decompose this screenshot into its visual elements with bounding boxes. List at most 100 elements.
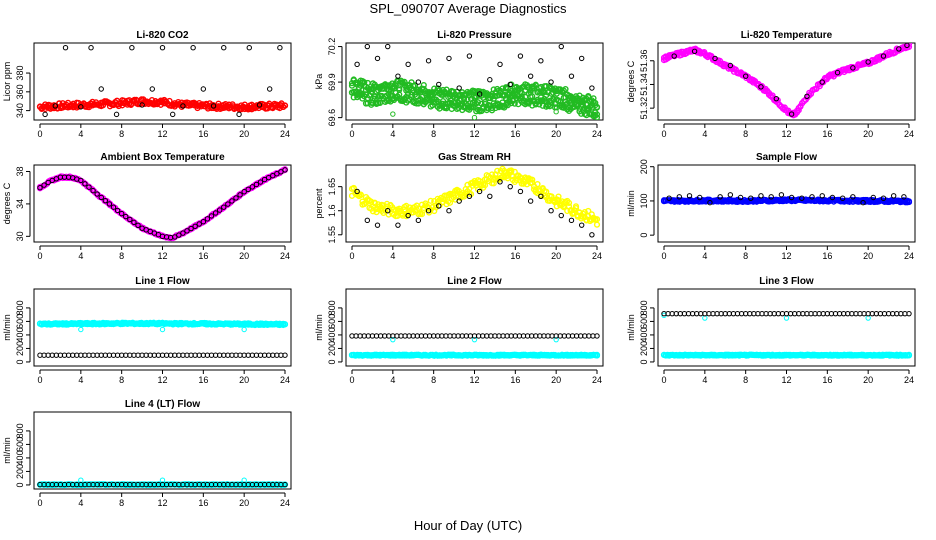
data-point: [538, 58, 544, 64]
data-point: [78, 177, 84, 184]
panel-title: Line 2 Flow: [447, 276, 502, 287]
data-point: [118, 210, 125, 217]
data-point: [427, 197, 434, 204]
x-tick-label: 8: [119, 498, 124, 508]
data-point: [52, 103, 59, 109]
x-tick-label: 16: [198, 129, 208, 139]
x-tick-label: 4: [390, 129, 395, 139]
data-point: [241, 189, 247, 195]
data-point: [593, 351, 601, 359]
data-point: [415, 217, 422, 224]
data-point: [536, 186, 543, 193]
y-axis-label: ml/min: [2, 437, 12, 464]
y-tick-label: 70.2: [327, 38, 337, 56]
series-cyan-sparse: [390, 336, 559, 343]
x-tick-label: 20: [551, 375, 561, 385]
data-point: [236, 111, 242, 118]
data-point: [572, 205, 580, 212]
data-point: [497, 179, 503, 185]
plot-area: [36, 319, 289, 358]
data-point: [399, 212, 406, 219]
y-tick-label: 800: [327, 300, 337, 315]
data-point: [225, 201, 231, 207]
y-tick-label: 800: [15, 300, 25, 315]
x-tick-label: 8: [431, 375, 436, 385]
data-point: [425, 208, 432, 214]
data-point: [210, 103, 217, 109]
data-point: [904, 43, 910, 49]
y-tick-label: 38: [15, 166, 25, 176]
data-point: [773, 95, 779, 102]
data-point: [354, 61, 360, 68]
data-point: [374, 55, 381, 62]
data-point: [490, 180, 497, 187]
x-tick-label: 24: [280, 375, 290, 385]
plot-area: [348, 43, 601, 120]
data-point: [265, 174, 272, 181]
y-axis-label: ml/min: [626, 314, 636, 341]
data-point: [742, 73, 749, 79]
data-point: [466, 53, 473, 59]
data-point: [172, 234, 178, 240]
y-tick-label: 1.65: [327, 178, 337, 196]
data-point: [229, 198, 235, 204]
data-point: [354, 188, 360, 195]
y-axis: 0 100 200: [639, 159, 655, 238]
data-point: [809, 194, 815, 200]
data-point: [543, 188, 550, 195]
y-axis-label: percent: [314, 188, 324, 219]
x-tick-label: 12: [157, 251, 167, 261]
series-green-dense: [348, 88, 601, 120]
data-point: [45, 179, 51, 186]
series-black-line-points: [37, 481, 288, 488]
data-point: [436, 203, 442, 209]
plot-area: [36, 166, 289, 242]
data-point: [517, 53, 524, 59]
plot-frame: [33, 411, 292, 490]
data-point: [127, 216, 133, 223]
data-point: [237, 192, 243, 198]
y-tick-label: 0: [639, 359, 649, 364]
y-axis: 1.55 1.6 1.65: [327, 178, 343, 244]
x-tick-label: 24: [592, 251, 602, 261]
x-tick-label: 16: [510, 129, 520, 139]
data-point: [523, 181, 531, 188]
data-point: [212, 210, 219, 216]
series-black-line-points: [661, 310, 912, 317]
data-point: [466, 193, 473, 199]
plot-area: [36, 477, 289, 489]
x-tick-label: 20: [551, 251, 561, 261]
series-cyan-sparse: [78, 326, 247, 333]
data-point: [357, 191, 364, 199]
series-black-sparse: [354, 43, 595, 97]
x-axis: 0 4 8 12 16 20 24: [661, 245, 914, 261]
y-axis-label: Licor ppm: [2, 62, 12, 102]
data-point: [102, 197, 109, 204]
data-point: [245, 186, 251, 193]
series-cyan-dense: [36, 319, 289, 329]
x-axis: 0 4 8 12 16 20 24: [349, 245, 602, 261]
data-point: [90, 187, 96, 194]
data-point: [246, 44, 252, 51]
y-tick-label: 69.9: [327, 73, 337, 91]
data-point: [371, 200, 378, 207]
data-point: [865, 315, 871, 321]
y-tick-label: 34: [15, 199, 25, 209]
data-point: [534, 180, 541, 188]
x-tick-label: 12: [469, 129, 479, 139]
y-tick-label: 100: [639, 193, 649, 208]
data-point: [88, 44, 94, 51]
plot-frame: [33, 288, 292, 367]
data-point: [170, 111, 176, 118]
panel-title: Gas Stream RH: [438, 152, 511, 163]
x-tick-label: 16: [198, 498, 208, 508]
x-tick-label: 24: [592, 375, 602, 385]
x-tick-label: 0: [37, 251, 42, 261]
panel-title: Sample Flow: [756, 152, 817, 163]
data-point: [425, 58, 432, 64]
data-point: [395, 73, 401, 79]
data-point: [788, 194, 795, 201]
x-tick-label: 12: [157, 375, 167, 385]
x-axis: 0 4 8 12 16 20 24: [661, 123, 914, 139]
